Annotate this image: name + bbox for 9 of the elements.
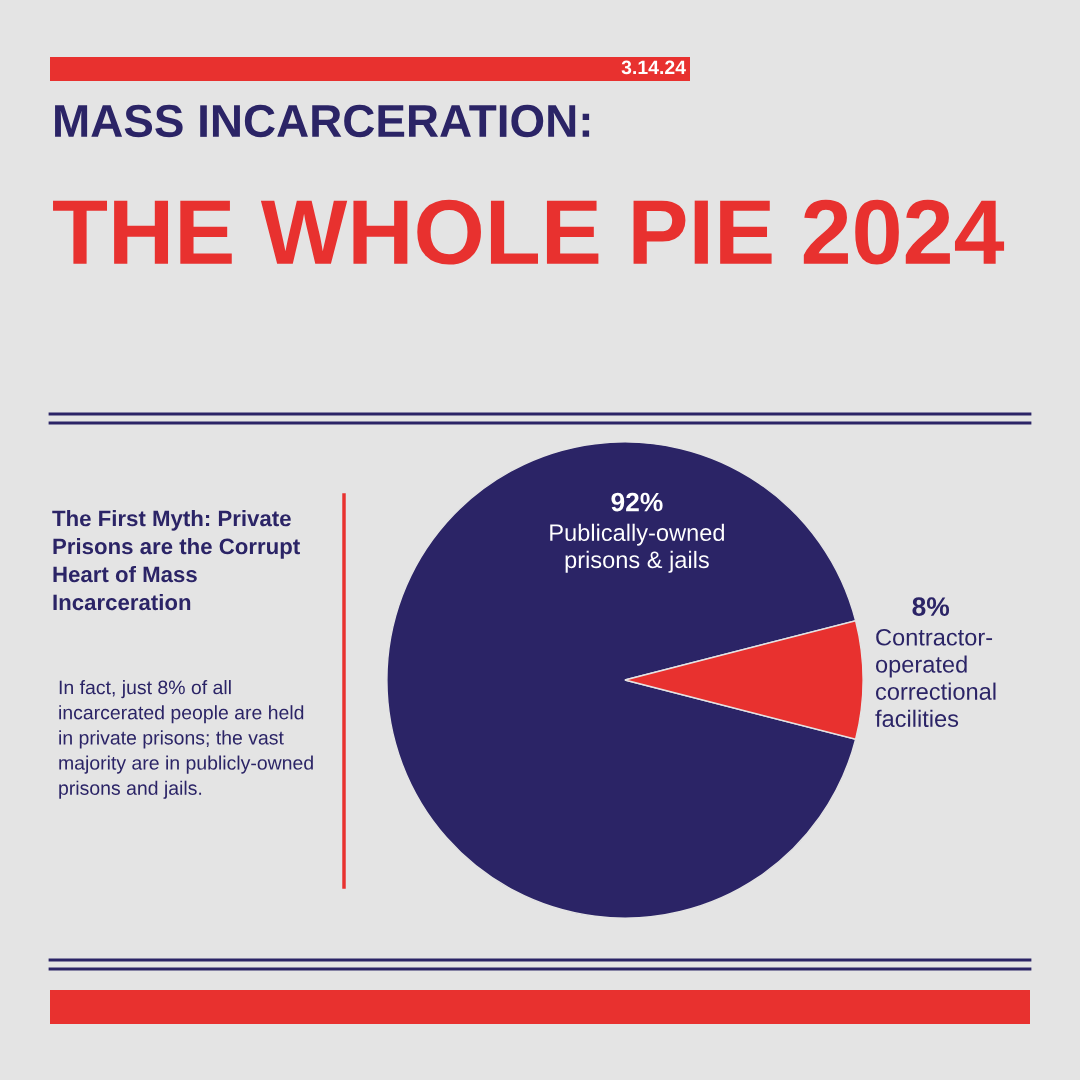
data-label: 8% bbox=[912, 597, 950, 616]
data-label: 92% bbox=[611, 492, 663, 512]
chart-subtitle: THE WHOLE PIE 2024 bbox=[53, 199, 1005, 265]
text: In fact, just 8% of all incarcerated people are held in private prisons; the vast majority are in publicly-owned prisons and jails. bbox=[59, 680, 313, 799]
text: The First Myth: Private Prisons are the Corrupt Heart of Mass Incarceration bbox=[52, 510, 300, 611]
chart-title: MASS INCARCERATION: bbox=[55, 104, 590, 138]
slice-label: Publically-owned prisons & jails bbox=[550, 523, 724, 573]
text: 3.14.24 bbox=[621, 60, 686, 75]
slice-label: Contractor-operated correctional facilities bbox=[875, 628, 996, 728]
